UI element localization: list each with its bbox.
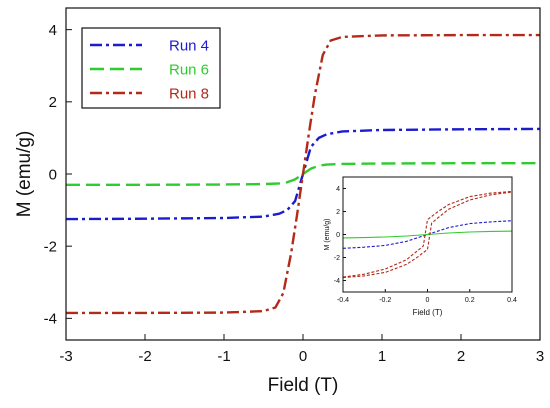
main-y-tick-label: 2 (49, 94, 57, 111)
inset-x-tick-label: 0.2 (465, 297, 475, 304)
legend-box (81, 27, 221, 109)
main-x-tick-label: 3 (536, 348, 544, 365)
main-series-line-2 (66, 162, 540, 186)
inset-y-tick-label: -2 (334, 255, 340, 262)
inset-x-tick-label: -0.4 (337, 297, 349, 304)
inset-series-line-3 (342, 190, 513, 278)
main-x-tick-label: -1 (217, 348, 230, 365)
inset-y-tick-label: 0 (336, 232, 340, 239)
inset-y-axis-title: M (emu/g) (324, 219, 331, 251)
inset-y-tick-label: 2 (336, 209, 340, 216)
main-y-tick-label: -4 (44, 311, 57, 328)
inset-x-tick-label: 0.4 (507, 297, 517, 304)
legend-label-2: Run 6 (169, 62, 209, 79)
main-y-tick-label: 0 (49, 166, 57, 183)
legend-label-3: Run 8 (169, 86, 209, 103)
main-series-line-3 (66, 33, 540, 315)
main-x-tick-label: -2 (138, 348, 151, 365)
legend: Run 4 Run 6 Run 8 (81, 27, 221, 109)
main-ticks-group: -3 -2 -1 0 1 2 3 -4 -2 0 2 4 (44, 22, 545, 365)
main-y-axis-title: M (emu/g) (14, 131, 35, 218)
inset-x-tick-label: -0.2 (379, 297, 391, 304)
main-y-tick-label: -2 (44, 238, 57, 255)
main-x-axis-title: Field (T) (268, 375, 339, 396)
inset-plot: -0.4 -0.2 0 0.2 0.4 -4 -2 0 2 4 Field (T) M (emu/… (316, 173, 519, 324)
main-x-tick-label: -3 (59, 348, 72, 365)
inset-series-line-2 (342, 230, 513, 239)
main-x-tick-label: 1 (378, 348, 386, 365)
main-x-tick-label: 2 (457, 348, 465, 365)
main-series-group (65, 33, 541, 315)
inset-y-tick-label: -4 (334, 278, 340, 285)
legend-label-1: Run 4 (169, 38, 209, 55)
inset-y-tick-label: 4 (336, 186, 340, 193)
inset-ticks-group: -0.4 -0.2 0 0.2 0.4 -4 -2 0 2 4 (334, 186, 517, 304)
inset-series-group (342, 190, 513, 279)
legend-items: Run 4 Run 6 Run 8 (90, 38, 209, 103)
inset-x-axis-title: Field (T) (413, 308, 443, 317)
inset-x-tick-label: 0 (426, 297, 430, 304)
main-plot: -3 -2 -1 0 1 2 3 -4 -2 0 2 4 Field (T) M (emu/g) Ru… (14, 7, 545, 396)
inset-series-line-4 (342, 191, 513, 279)
main-y-tick-label: 4 (49, 22, 57, 39)
inset-background (316, 173, 519, 324)
main-x-tick-label: 0 (299, 348, 307, 365)
